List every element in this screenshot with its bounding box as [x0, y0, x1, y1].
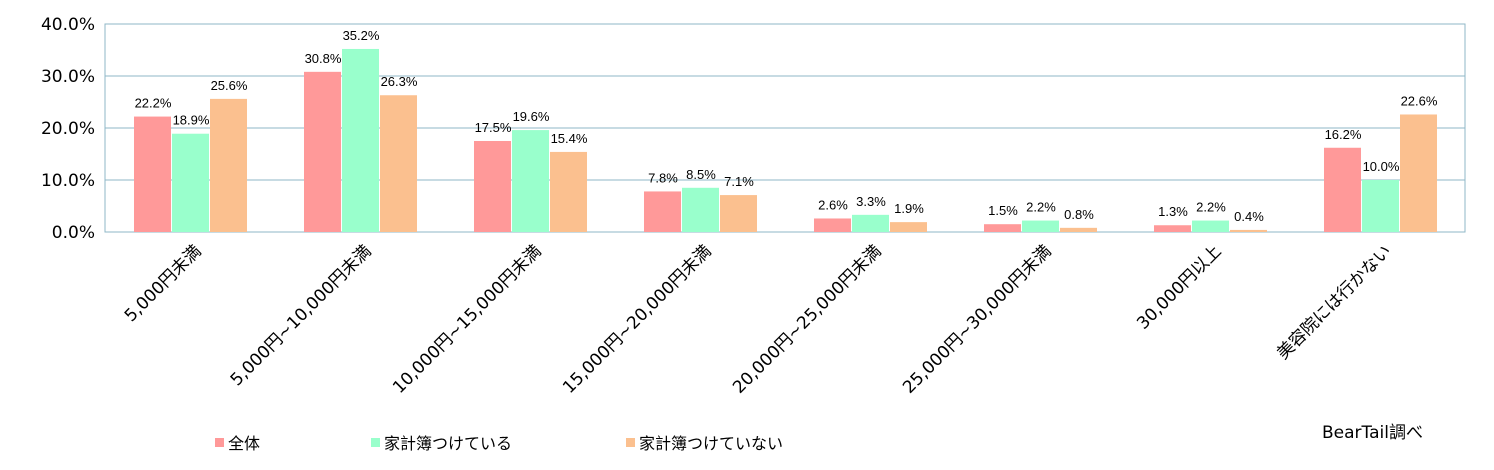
- x-category-label: 30,000円以上: [1133, 241, 1225, 333]
- bar: [1362, 180, 1399, 232]
- data-label: 26.3%: [381, 74, 418, 89]
- data-label: 3.3%: [856, 194, 886, 209]
- x-category-label: 美容院には行かない: [1273, 241, 1395, 363]
- data-label: 18.9%: [173, 113, 210, 128]
- legend-swatch-0: [215, 437, 224, 447]
- y-tick-label: 0.0%: [52, 223, 95, 243]
- legend-swatch-2: [626, 437, 635, 447]
- data-label: 25.6%: [211, 78, 248, 93]
- y-tick-label: 10.0%: [41, 171, 95, 191]
- bar: [342, 48, 379, 233]
- bar: [682, 187, 719, 232]
- bar: [1400, 114, 1437, 232]
- data-label: 16.2%: [1325, 127, 1362, 142]
- bar: [644, 191, 681, 232]
- data-label: 35.2%: [343, 28, 380, 43]
- y-axis: 0.0% 10.0% 20.0% 30.0% 40.0%: [41, 15, 95, 243]
- data-label: 10.0%: [1363, 159, 1400, 174]
- legend-label-0: 全体: [228, 434, 261, 453]
- bar: [814, 218, 851, 232]
- bar: [890, 222, 927, 232]
- legend-item-1: 家計簿つけている: [371, 430, 512, 454]
- bars: [134, 48, 1437, 233]
- data-label: 1.3%: [1158, 204, 1188, 219]
- data-label: 0.8%: [1064, 207, 1094, 222]
- y-tick-label: 20.0%: [41, 119, 95, 139]
- legend-label-1: 家計簿つけている: [384, 434, 513, 453]
- y-tick-label: 40.0%: [41, 15, 95, 35]
- bar: [720, 195, 757, 232]
- bar: [1154, 225, 1191, 232]
- bar: [304, 71, 341, 232]
- data-label: 15.4%: [551, 131, 588, 146]
- bar: [380, 95, 417, 233]
- data-label: 2.6%: [818, 197, 848, 212]
- data-label: 2.2%: [1196, 200, 1226, 215]
- data-labels: 22.2%18.9% 25.6% 30.8%35.2% 26.3% 17.5%19.6%…: [135, 28, 1438, 224]
- bar: [512, 130, 549, 232]
- bar: [1324, 147, 1361, 232]
- legend-item-0: 全体: [215, 430, 260, 454]
- x-axis-categories: 5,000円未満 5,000円~10,000円未満 10,000円~15,000円未…: [121, 241, 1396, 397]
- data-label: 19.6%: [513, 109, 550, 124]
- x-category-label: 5,000円未満: [121, 241, 206, 326]
- x-category-label: 15,000円~20,000円未満: [559, 241, 715, 397]
- bar: [852, 214, 889, 232]
- legend-item-2: 家計簿つけていない: [626, 430, 783, 454]
- bar: [1060, 227, 1097, 232]
- source-credit: BearTail調べ: [1322, 423, 1423, 443]
- data-label: 7.1%: [724, 174, 754, 189]
- bar: [984, 224, 1021, 232]
- x-category-label: 10,000円~15,000円未満: [389, 241, 545, 397]
- data-label: 0.4%: [1234, 209, 1264, 224]
- bar: [1192, 220, 1229, 232]
- bar: [550, 151, 587, 232]
- data-label: 1.9%: [894, 201, 924, 216]
- bar: [172, 133, 209, 232]
- legend-label-2: 家計簿つけていない: [639, 434, 784, 453]
- data-label: 1.5%: [988, 203, 1018, 218]
- data-label: 2.2%: [1026, 200, 1056, 215]
- bar: [1022, 220, 1059, 232]
- data-label: 22.2%: [135, 96, 172, 111]
- bar: [1230, 229, 1267, 232]
- data-label: 17.5%: [475, 120, 512, 135]
- x-category-label: 5,000円~10,000円未満: [227, 241, 376, 390]
- data-label: 8.5%: [686, 167, 716, 182]
- bar: [210, 98, 247, 232]
- legend-swatch-1: [371, 437, 380, 447]
- bar: [474, 141, 511, 232]
- x-category-label: 20,000円~25,000円未満: [729, 241, 885, 397]
- data-label: 22.6%: [1401, 93, 1438, 108]
- data-label: 30.8%: [305, 51, 342, 66]
- x-category-label: 25,000円~30,000円未満: [899, 241, 1055, 397]
- y-tick-label: 30.0%: [41, 67, 95, 87]
- bar: [134, 116, 171, 232]
- data-label: 7.8%: [648, 170, 678, 185]
